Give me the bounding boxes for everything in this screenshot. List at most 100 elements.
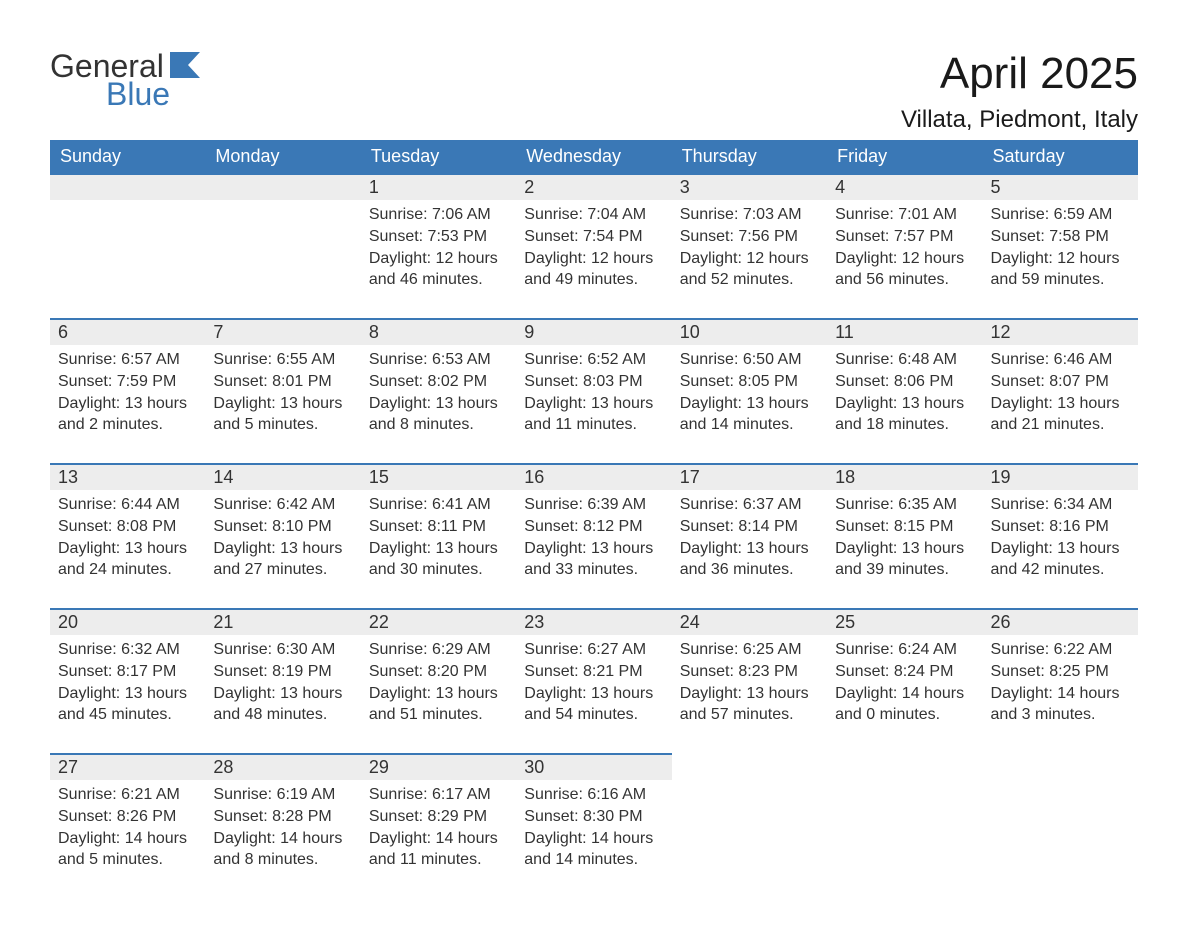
calendar-cell: 9Sunrise: 6:52 AMSunset: 8:03 PMDaylight… xyxy=(516,318,671,463)
dl1-text: Daylight: 13 hours xyxy=(524,538,663,560)
day-body: Sunrise: 6:53 AMSunset: 8:02 PMDaylight:… xyxy=(361,345,516,443)
dl2-text: and 27 minutes. xyxy=(213,559,352,581)
weekday-header: Thursday xyxy=(672,140,827,173)
calendar-cell: 8Sunrise: 6:53 AMSunset: 8:02 PMDaylight… xyxy=(361,318,516,463)
calendar-cell: 18Sunrise: 6:35 AMSunset: 8:15 PMDayligh… xyxy=(827,463,982,608)
dl2-text: and 5 minutes. xyxy=(58,849,197,871)
calendar-row: 20Sunrise: 6:32 AMSunset: 8:17 PMDayligh… xyxy=(50,608,1138,753)
dl1-text: Daylight: 13 hours xyxy=(369,538,508,560)
dl1-text: Daylight: 13 hours xyxy=(369,393,508,415)
day-number-band: 3 xyxy=(672,173,827,200)
sunrise-text: Sunrise: 6:35 AM xyxy=(835,494,974,516)
sunset-text: Sunset: 8:01 PM xyxy=(213,371,352,393)
day-body: Sunrise: 7:01 AMSunset: 7:57 PMDaylight:… xyxy=(827,200,982,298)
day-body: Sunrise: 6:52 AMSunset: 8:03 PMDaylight:… xyxy=(516,345,671,443)
dl2-text: and 42 minutes. xyxy=(991,559,1130,581)
day-number-band: 12 xyxy=(983,318,1138,345)
calendar-cell: 6Sunrise: 6:57 AMSunset: 7:59 PMDaylight… xyxy=(50,318,205,463)
calendar-cell: 27Sunrise: 6:21 AMSunset: 8:26 PMDayligh… xyxy=(50,753,205,898)
dl1-text: Daylight: 14 hours xyxy=(991,683,1130,705)
sunrise-text: Sunrise: 6:16 AM xyxy=(524,784,663,806)
sunset-text: Sunset: 8:17 PM xyxy=(58,661,197,683)
day-number-band: 30 xyxy=(516,753,671,780)
sunset-text: Sunset: 7:58 PM xyxy=(991,226,1130,248)
calendar-cell: 1Sunrise: 7:06 AMSunset: 7:53 PMDaylight… xyxy=(361,173,516,318)
logo-text: General Blue xyxy=(50,50,170,110)
dl1-text: Daylight: 13 hours xyxy=(991,393,1130,415)
sunset-text: Sunset: 8:03 PM xyxy=(524,371,663,393)
day-number-band: 17 xyxy=(672,463,827,490)
sunset-text: Sunset: 8:12 PM xyxy=(524,516,663,538)
day-number-band: 8 xyxy=(361,318,516,345)
sunset-text: Sunset: 7:54 PM xyxy=(524,226,663,248)
day-body: Sunrise: 6:17 AMSunset: 8:29 PMDaylight:… xyxy=(361,780,516,878)
dl1-text: Daylight: 13 hours xyxy=(680,683,819,705)
calendar-cell: 14Sunrise: 6:42 AMSunset: 8:10 PMDayligh… xyxy=(205,463,360,608)
sunset-text: Sunset: 8:06 PM xyxy=(835,371,974,393)
dl1-text: Daylight: 14 hours xyxy=(213,828,352,850)
dl2-text: and 33 minutes. xyxy=(524,559,663,581)
day-body: Sunrise: 6:35 AMSunset: 8:15 PMDaylight:… xyxy=(827,490,982,588)
sunrise-text: Sunrise: 6:17 AM xyxy=(369,784,508,806)
day-number-band xyxy=(50,173,205,200)
day-body: Sunrise: 6:19 AMSunset: 8:28 PMDaylight:… xyxy=(205,780,360,878)
weekday-header: Monday xyxy=(205,140,360,173)
sunset-text: Sunset: 8:19 PM xyxy=(213,661,352,683)
dl1-text: Daylight: 14 hours xyxy=(58,828,197,850)
day-body: Sunrise: 6:21 AMSunset: 8:26 PMDaylight:… xyxy=(50,780,205,878)
sunset-text: Sunset: 8:28 PM xyxy=(213,806,352,828)
dl2-text: and 51 minutes. xyxy=(369,704,508,726)
dl2-text: and 0 minutes. xyxy=(835,704,974,726)
sunrise-text: Sunrise: 6:50 AM xyxy=(680,349,819,371)
calendar-cell: 25Sunrise: 6:24 AMSunset: 8:24 PMDayligh… xyxy=(827,608,982,753)
day-body: Sunrise: 6:46 AMSunset: 8:07 PMDaylight:… xyxy=(983,345,1138,443)
weekday-header: Saturday xyxy=(983,140,1138,173)
day-body: Sunrise: 6:57 AMSunset: 7:59 PMDaylight:… xyxy=(50,345,205,443)
day-number-band: 13 xyxy=(50,463,205,490)
dl1-text: Daylight: 14 hours xyxy=(835,683,974,705)
sunrise-text: Sunrise: 6:22 AM xyxy=(991,639,1130,661)
dl1-text: Daylight: 13 hours xyxy=(680,538,819,560)
calendar-cell: 22Sunrise: 6:29 AMSunset: 8:20 PMDayligh… xyxy=(361,608,516,753)
sunrise-text: Sunrise: 6:52 AM xyxy=(524,349,663,371)
dl1-text: Daylight: 13 hours xyxy=(680,393,819,415)
sunrise-text: Sunrise: 6:19 AM xyxy=(213,784,352,806)
day-number-band: 2 xyxy=(516,173,671,200)
sunrise-text: Sunrise: 6:48 AM xyxy=(835,349,974,371)
sunrise-text: Sunrise: 6:59 AM xyxy=(991,204,1130,226)
sunrise-text: Sunrise: 6:25 AM xyxy=(680,639,819,661)
logo: General Blue xyxy=(50,50,200,110)
dl1-text: Daylight: 12 hours xyxy=(524,248,663,270)
dl2-text: and 24 minutes. xyxy=(58,559,197,581)
calendar-cell: 30Sunrise: 6:16 AMSunset: 8:30 PMDayligh… xyxy=(516,753,671,898)
day-number-band: 11 xyxy=(827,318,982,345)
calendar-cell: 15Sunrise: 6:41 AMSunset: 8:11 PMDayligh… xyxy=(361,463,516,608)
sunset-text: Sunset: 7:56 PM xyxy=(680,226,819,248)
dl1-text: Daylight: 13 hours xyxy=(213,683,352,705)
day-number-band: 28 xyxy=(205,753,360,780)
sunset-text: Sunset: 8:07 PM xyxy=(991,371,1130,393)
day-body: Sunrise: 7:03 AMSunset: 7:56 PMDaylight:… xyxy=(672,200,827,298)
sunset-text: Sunset: 8:26 PM xyxy=(58,806,197,828)
sunset-text: Sunset: 7:59 PM xyxy=(58,371,197,393)
day-body: Sunrise: 6:42 AMSunset: 8:10 PMDaylight:… xyxy=(205,490,360,588)
calendar-row: 13Sunrise: 6:44 AMSunset: 8:08 PMDayligh… xyxy=(50,463,1138,608)
weekday-header: Friday xyxy=(827,140,982,173)
dl2-text: and 56 minutes. xyxy=(835,269,974,291)
calendar-cell: 2Sunrise: 7:04 AMSunset: 7:54 PMDaylight… xyxy=(516,173,671,318)
day-number-band: 27 xyxy=(50,753,205,780)
day-body: Sunrise: 6:55 AMSunset: 8:01 PMDaylight:… xyxy=(205,345,360,443)
calendar-cell: 10Sunrise: 6:50 AMSunset: 8:05 PMDayligh… xyxy=(672,318,827,463)
day-number-band: 19 xyxy=(983,463,1138,490)
dl2-text: and 14 minutes. xyxy=(680,414,819,436)
sunrise-text: Sunrise: 6:57 AM xyxy=(58,349,197,371)
sunset-text: Sunset: 8:20 PM xyxy=(369,661,508,683)
day-body: Sunrise: 6:34 AMSunset: 8:16 PMDaylight:… xyxy=(983,490,1138,588)
dl2-text: and 18 minutes. xyxy=(835,414,974,436)
sunset-text: Sunset: 8:10 PM xyxy=(213,516,352,538)
sunset-text: Sunset: 8:14 PM xyxy=(680,516,819,538)
day-number-band: 25 xyxy=(827,608,982,635)
calendar-cell: 7Sunrise: 6:55 AMSunset: 8:01 PMDaylight… xyxy=(205,318,360,463)
sunset-text: Sunset: 8:23 PM xyxy=(680,661,819,683)
day-number-band: 21 xyxy=(205,608,360,635)
